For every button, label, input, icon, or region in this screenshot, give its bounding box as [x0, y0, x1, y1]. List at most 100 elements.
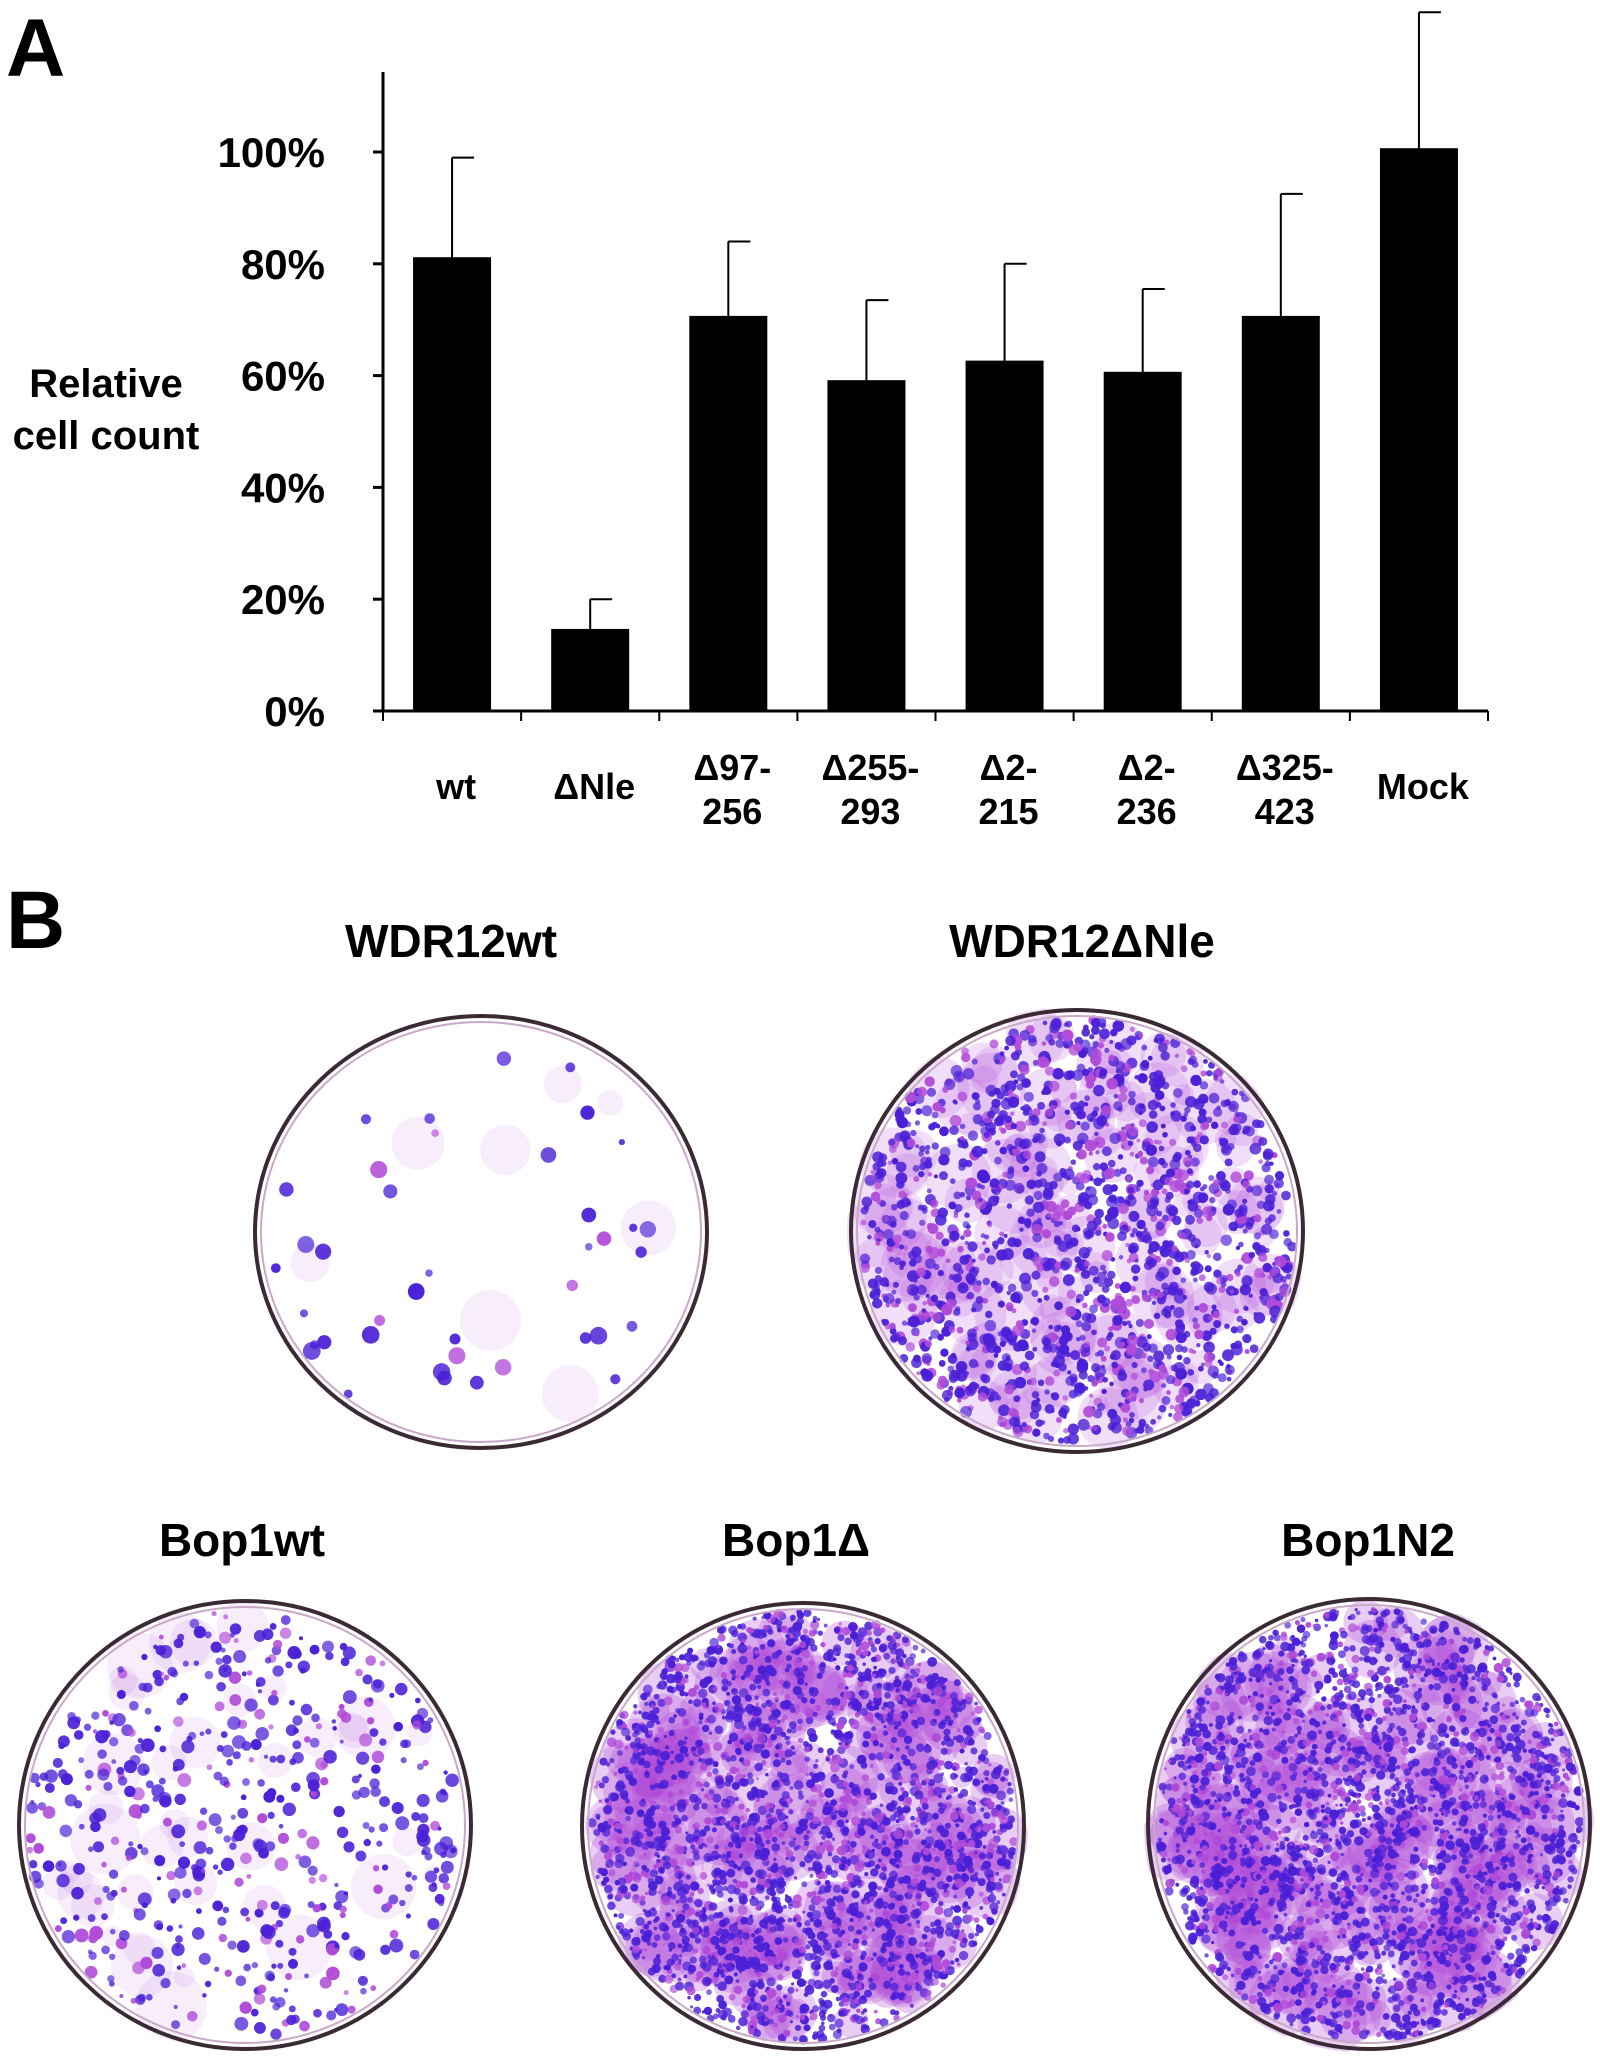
colony — [226, 1759, 233, 1766]
colony — [960, 1283, 966, 1289]
colony — [726, 1691, 731, 1696]
colony — [1090, 1025, 1100, 1035]
colony — [1069, 1092, 1078, 1100]
colony — [920, 1648, 926, 1654]
colony — [895, 1297, 902, 1305]
colony — [959, 1123, 966, 1130]
colony — [956, 1728, 961, 1733]
colony — [958, 1163, 966, 1171]
colony — [1128, 1324, 1133, 1329]
colony — [1106, 1196, 1118, 1208]
colony — [773, 2008, 780, 2015]
colony — [745, 1842, 756, 1853]
colony — [1003, 1769, 1010, 1776]
colony — [1065, 1305, 1077, 1318]
colony — [1080, 1269, 1091, 1280]
colony — [840, 1839, 849, 1848]
colony — [943, 1735, 951, 1742]
colony — [656, 1858, 661, 1864]
colony — [1136, 1179, 1144, 1188]
colony — [1141, 1044, 1148, 1051]
colony — [1014, 1048, 1023, 1056]
colony — [295, 1935, 305, 1944]
colony — [677, 1943, 683, 1949]
colony — [966, 1914, 974, 1922]
colony — [616, 1780, 625, 1789]
colony — [90, 1821, 101, 1833]
colony — [731, 1629, 739, 1638]
colony — [692, 1853, 700, 1861]
colony — [595, 1874, 600, 1880]
colony — [1061, 1029, 1074, 1042]
colony — [1063, 1233, 1072, 1242]
colony — [777, 1951, 788, 1961]
colony — [855, 1643, 859, 1648]
colony — [210, 1641, 222, 1653]
colony — [651, 1942, 658, 1948]
colony — [1019, 1029, 1031, 1041]
petri-dish-wdr12wt — [251, 1012, 711, 1452]
colony — [937, 1269, 944, 1277]
colony — [283, 1988, 289, 1993]
colony — [1198, 1365, 1204, 1372]
colony — [1165, 1191, 1174, 1200]
stain-wash — [914, 1680, 976, 1742]
colony — [581, 1207, 597, 1223]
colony — [449, 1333, 461, 1345]
colony — [983, 1174, 989, 1180]
colony — [949, 1960, 955, 1965]
colony — [1092, 1163, 1101, 1171]
colony — [1002, 1248, 1014, 1260]
colony — [842, 1674, 847, 1678]
colony — [300, 1703, 313, 1716]
colony — [1172, 1266, 1181, 1276]
colony — [931, 1732, 942, 1743]
colony — [770, 2011, 774, 2016]
colony — [867, 1639, 874, 1646]
colony — [617, 1720, 623, 1725]
stain-wash — [749, 1640, 806, 1696]
colony — [785, 2009, 792, 2016]
colony — [61, 1930, 76, 1944]
colony — [881, 1866, 888, 1872]
colony — [673, 1714, 677, 1718]
colony — [856, 1794, 861, 1799]
colony — [1235, 1245, 1241, 1251]
colony — [622, 1861, 627, 1867]
colony — [618, 1138, 625, 1146]
colony — [230, 1814, 236, 1820]
colony — [933, 1174, 938, 1179]
colony — [101, 1945, 110, 1955]
colony — [1058, 1407, 1068, 1418]
colony — [982, 1844, 987, 1849]
colony — [1101, 1388, 1107, 1395]
colony — [945, 1883, 950, 1888]
colony — [1019, 1064, 1030, 1075]
dish-inner-rim — [260, 1021, 702, 1443]
colony — [416, 1793, 430, 1808]
colony — [813, 1895, 822, 1904]
colony — [738, 1655, 748, 1665]
colony — [932, 1868, 942, 1878]
colony — [117, 1666, 124, 1673]
colony — [680, 1663, 690, 1673]
colony — [218, 1933, 228, 1943]
dish-rim — [849, 1008, 1305, 1454]
colony — [35, 1781, 41, 1788]
colony — [1199, 1135, 1209, 1145]
colony — [817, 1747, 824, 1754]
colony — [976, 1924, 980, 1928]
colony — [1066, 1175, 1071, 1181]
colony — [910, 1129, 917, 1137]
colony — [379, 1660, 386, 1667]
colony — [848, 1975, 855, 1981]
colony — [699, 1872, 708, 1880]
colony — [160, 1671, 165, 1676]
colony — [997, 1416, 1008, 1428]
colony — [1157, 1042, 1168, 1053]
colony — [1056, 1140, 1063, 1147]
colony — [619, 1884, 628, 1894]
colony — [1120, 1144, 1126, 1149]
colony — [878, 1957, 889, 1967]
colony — [907, 1303, 917, 1313]
